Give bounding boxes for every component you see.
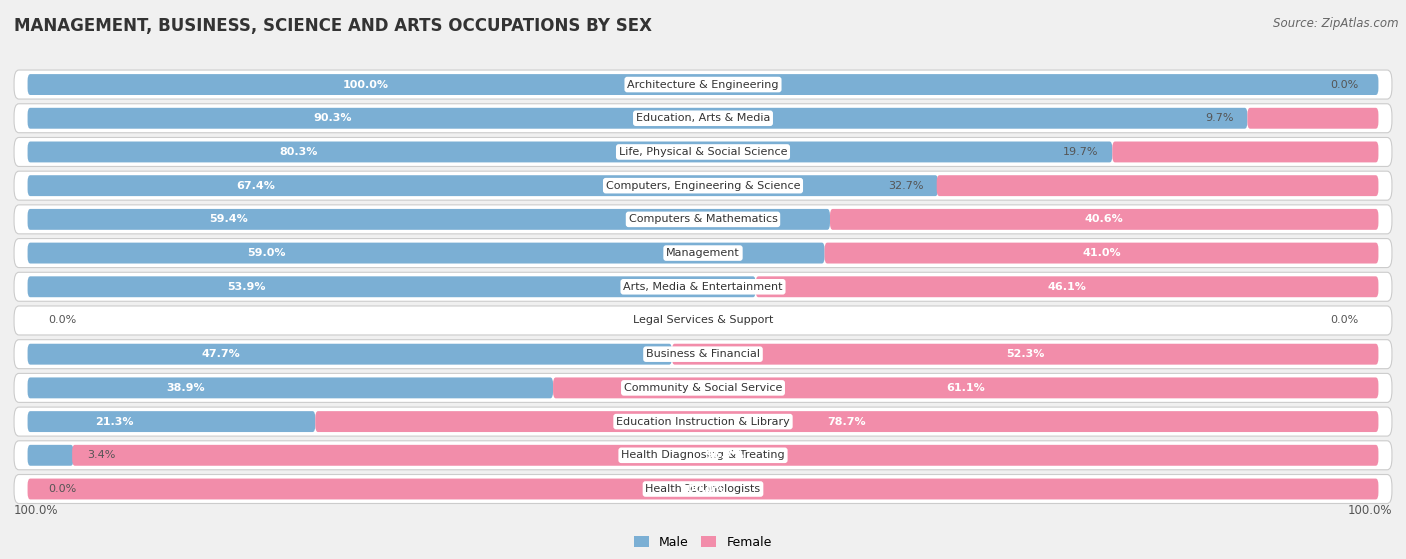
FancyBboxPatch shape [936,175,1378,196]
FancyBboxPatch shape [28,209,830,230]
FancyBboxPatch shape [1247,108,1378,129]
FancyBboxPatch shape [14,239,1392,268]
Text: 100.0%: 100.0% [681,484,725,494]
Text: 52.3%: 52.3% [1007,349,1045,359]
Text: 53.9%: 53.9% [226,282,266,292]
Text: 47.7%: 47.7% [201,349,240,359]
FancyBboxPatch shape [553,377,1378,399]
Text: Computers & Mathematics: Computers & Mathematics [628,214,778,224]
FancyBboxPatch shape [830,209,1378,230]
Text: 59.0%: 59.0% [247,248,285,258]
Text: Life, Physical & Social Science: Life, Physical & Social Science [619,147,787,157]
FancyBboxPatch shape [28,445,73,466]
Text: 90.3%: 90.3% [314,113,352,123]
Text: 9.7%: 9.7% [1205,113,1234,123]
Text: 61.1%: 61.1% [946,383,986,393]
Text: 0.0%: 0.0% [48,484,76,494]
FancyBboxPatch shape [14,70,1392,99]
Text: 59.4%: 59.4% [209,214,247,224]
Text: Arts, Media & Entertainment: Arts, Media & Entertainment [623,282,783,292]
Text: MANAGEMENT, BUSINESS, SCIENCE AND ARTS OCCUPATIONS BY SEX: MANAGEMENT, BUSINESS, SCIENCE AND ARTS O… [14,17,652,35]
Text: 96.7%: 96.7% [706,451,745,460]
Text: 3.4%: 3.4% [87,451,115,460]
FancyBboxPatch shape [1112,141,1378,163]
FancyBboxPatch shape [14,407,1392,436]
FancyBboxPatch shape [14,373,1392,402]
FancyBboxPatch shape [14,441,1392,470]
Legend: Male, Female: Male, Female [630,531,776,554]
FancyBboxPatch shape [28,479,1378,499]
Text: 41.0%: 41.0% [1083,248,1121,258]
FancyBboxPatch shape [28,344,672,364]
FancyBboxPatch shape [28,377,553,399]
Text: 46.1%: 46.1% [1047,282,1087,292]
FancyBboxPatch shape [28,243,824,263]
Text: Legal Services & Support: Legal Services & Support [633,315,773,325]
FancyBboxPatch shape [28,74,1378,95]
Text: Community & Social Service: Community & Social Service [624,383,782,393]
FancyBboxPatch shape [14,138,1392,167]
Text: 78.7%: 78.7% [828,416,866,427]
Text: 38.9%: 38.9% [166,383,204,393]
Text: 100.0%: 100.0% [1347,504,1392,518]
Text: 21.3%: 21.3% [94,416,134,427]
Text: 0.0%: 0.0% [48,315,76,325]
Text: Health Diagnosing & Treating: Health Diagnosing & Treating [621,451,785,460]
Text: 0.0%: 0.0% [1330,315,1358,325]
FancyBboxPatch shape [28,108,1247,129]
FancyBboxPatch shape [72,445,1378,466]
Text: Education Instruction & Library: Education Instruction & Library [616,416,790,427]
FancyBboxPatch shape [14,475,1392,504]
Text: Computers, Engineering & Science: Computers, Engineering & Science [606,181,800,191]
Text: 32.7%: 32.7% [887,181,924,191]
FancyBboxPatch shape [14,272,1392,301]
Text: Architecture & Engineering: Architecture & Engineering [627,79,779,89]
Text: 100.0%: 100.0% [342,79,388,89]
Text: Health Technologists: Health Technologists [645,484,761,494]
FancyBboxPatch shape [14,171,1392,200]
FancyBboxPatch shape [14,104,1392,132]
Text: 40.6%: 40.6% [1085,214,1123,224]
FancyBboxPatch shape [28,175,938,196]
Text: 100.0%: 100.0% [14,504,59,518]
FancyBboxPatch shape [824,243,1378,263]
Text: 80.3%: 80.3% [280,147,318,157]
Text: Business & Financial: Business & Financial [645,349,761,359]
FancyBboxPatch shape [14,340,1392,369]
FancyBboxPatch shape [672,344,1378,364]
FancyBboxPatch shape [28,411,315,432]
FancyBboxPatch shape [315,411,1378,432]
Text: Source: ZipAtlas.com: Source: ZipAtlas.com [1274,17,1399,30]
FancyBboxPatch shape [14,306,1392,335]
FancyBboxPatch shape [755,276,1378,297]
Text: Management: Management [666,248,740,258]
Text: 19.7%: 19.7% [1063,147,1099,157]
FancyBboxPatch shape [14,205,1392,234]
FancyBboxPatch shape [28,276,755,297]
Text: Education, Arts & Media: Education, Arts & Media [636,113,770,123]
Text: 0.0%: 0.0% [1330,79,1358,89]
FancyBboxPatch shape [28,141,1112,163]
Text: 67.4%: 67.4% [236,181,274,191]
